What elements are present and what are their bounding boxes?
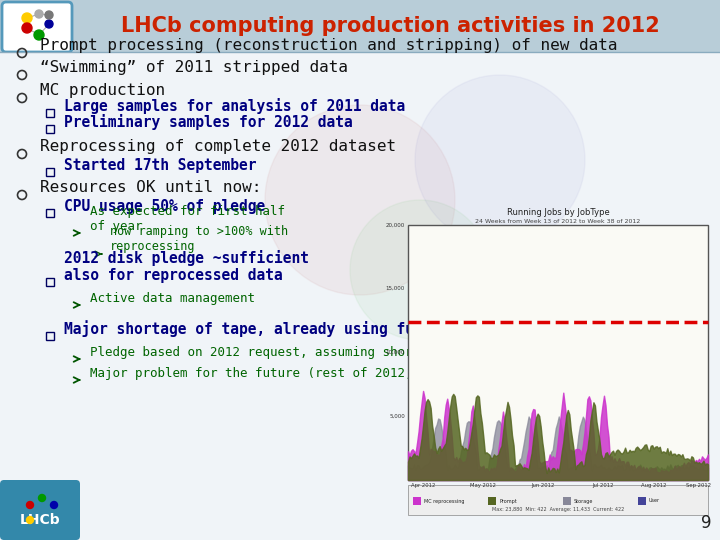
Circle shape	[50, 502, 58, 509]
Text: now ramping to >100% with
reprocessing: now ramping to >100% with reprocessing	[110, 225, 288, 253]
Circle shape	[265, 105, 455, 295]
Text: MC reprocessing: MC reprocessing	[424, 498, 464, 503]
Text: Jul 2012: Jul 2012	[593, 483, 613, 488]
Text: 20,000: 20,000	[386, 222, 405, 227]
Text: Prompt: Prompt	[499, 498, 517, 503]
Text: 5,000: 5,000	[390, 414, 405, 418]
Bar	[408, 225, 708, 480]
Text: 10,000: 10,000	[386, 350, 405, 355]
Circle shape	[22, 23, 32, 33]
Text: Running Jobs by JobType: Running Jobs by JobType	[507, 208, 609, 217]
Circle shape	[22, 13, 32, 23]
FancyBboxPatch shape	[2, 2, 72, 52]
Bar	[0, 0, 720, 52]
Text: May 2012: May 2012	[470, 483, 496, 488]
Text: Sep 2012: Sep 2012	[686, 483, 711, 488]
Bar	[46, 125, 54, 133]
Circle shape	[27, 516, 34, 523]
Text: Preliminary samples for 2012 data: Preliminary samples for 2012 data	[64, 114, 353, 130]
Circle shape	[34, 30, 44, 40]
Text: 9: 9	[701, 514, 712, 532]
Bar	[46, 109, 54, 117]
Text: LHCb: LHCb	[19, 513, 60, 527]
Bar	[46, 332, 54, 340]
Circle shape	[35, 10, 43, 18]
Circle shape	[45, 20, 53, 28]
Circle shape	[27, 502, 34, 509]
Text: LHCb computing production activities in 2012: LHCb computing production activities in …	[121, 16, 660, 36]
Bar	[46, 209, 54, 217]
Text: CPU usage 50% of pledge: CPU usage 50% of pledge	[64, 199, 265, 214]
Circle shape	[415, 75, 585, 245]
Text: Apr 2012: Apr 2012	[411, 483, 435, 488]
Text: User: User	[649, 498, 660, 503]
Text: Aug 2012: Aug 2012	[642, 483, 667, 488]
Bar	[638, 497, 646, 505]
Text: As expected for first half
of year: As expected for first half of year	[90, 205, 285, 233]
Text: Pledge based on 2012 request, assuming shorter run: Pledge based on 2012 request, assuming s…	[90, 346, 465, 359]
Bar	[46, 168, 54, 176]
Text: Major problem for the future (rest of 2012, but also 2013): Major problem for the future (rest of 20…	[90, 367, 525, 380]
Circle shape	[45, 11, 53, 19]
Text: Prompt processing (reconstruction and stripping) of new data: Prompt processing (reconstruction and st…	[40, 38, 618, 53]
Text: Jun 2012: Jun 2012	[531, 483, 554, 488]
Text: Major shortage of tape, already using full pledge at Tier1s!: Major shortage of tape, already using fu…	[64, 320, 589, 337]
Text: 24 Weeks from Week 13 of 2012 to Week 38 of 2012: 24 Weeks from Week 13 of 2012 to Week 38…	[475, 219, 641, 224]
Text: MC production: MC production	[40, 83, 165, 98]
Text: 15,000: 15,000	[386, 286, 405, 291]
Text: Large samples for analysis of 2011 data: Large samples for analysis of 2011 data	[64, 98, 405, 114]
Text: Max: 23,880  Min: 422  Average: 11,433  Current: 422: Max: 23,880 Min: 422 Average: 11,433 Cur…	[492, 507, 624, 512]
Bar	[563, 497, 571, 505]
FancyBboxPatch shape	[0, 480, 80, 540]
Text: Reprocessing of complete 2012 dataset: Reprocessing of complete 2012 dataset	[40, 139, 396, 154]
Text: “Swimming” of 2011 stripped data: “Swimming” of 2011 stripped data	[40, 60, 348, 75]
Bar	[413, 497, 421, 505]
Bar	[488, 497, 496, 505]
Text: Active data management: Active data management	[90, 292, 255, 305]
Bar	[408, 485, 708, 515]
Text: Resources OK until now:: Resources OK until now:	[40, 180, 261, 195]
Text: 2012 disk pledge ~sufficient
also for reprocessed data: 2012 disk pledge ~sufficient also for re…	[64, 249, 309, 283]
Text: Storage: Storage	[574, 498, 593, 503]
Circle shape	[350, 200, 490, 340]
Bar	[46, 278, 54, 286]
Circle shape	[38, 495, 45, 502]
Text: Started 17th September: Started 17th September	[64, 158, 256, 173]
